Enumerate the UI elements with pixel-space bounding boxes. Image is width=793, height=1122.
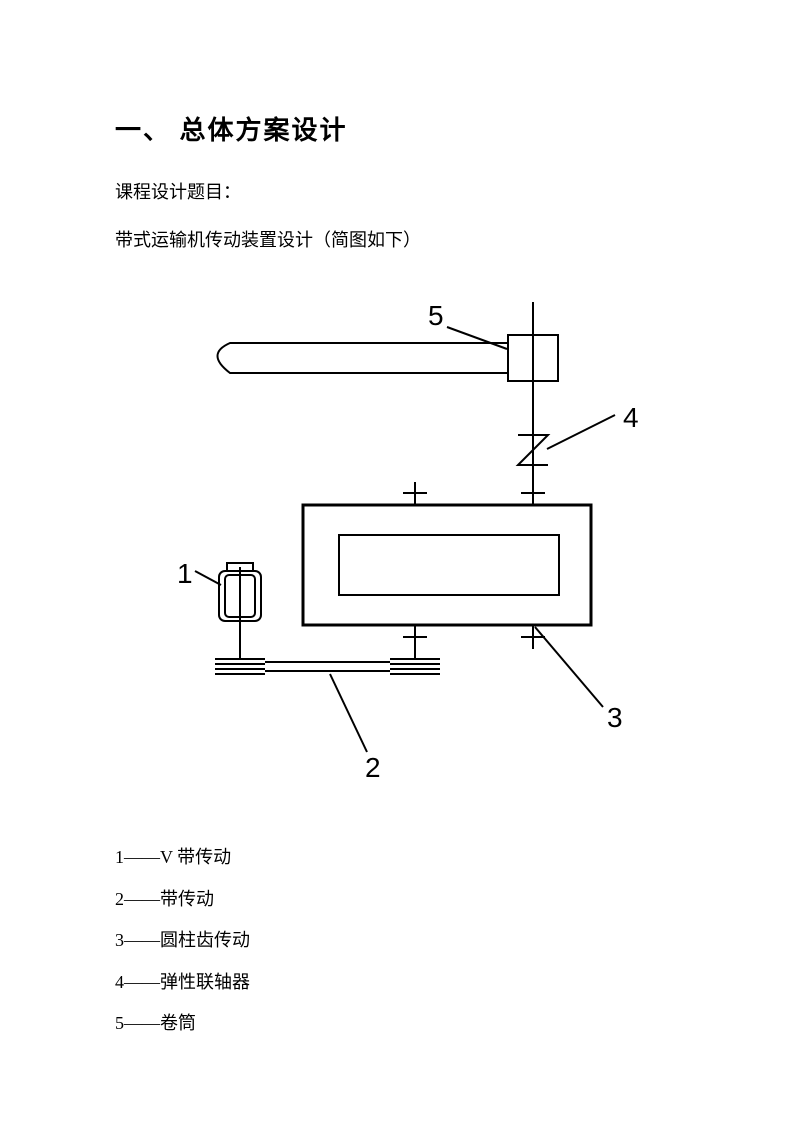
legend-item: 4——弹性联轴器: [115, 962, 678, 1003]
diagram-label-2: 2: [365, 752, 381, 783]
diagram-label-4: 4: [623, 402, 639, 433]
subtitle-description: 带式运输机传动装置设计（简图如下）: [115, 223, 678, 257]
diagram-label-5: 5: [428, 300, 444, 331]
diagram-label-1: 1: [177, 558, 193, 589]
diagram-label-3: 3: [607, 702, 623, 733]
legend: 1——V 带传动 2——带传动 3——圆柱齿传动 4——弹性联轴器 5——卷筒: [115, 837, 678, 1044]
subtitle-label: 课程设计题目：: [115, 175, 678, 209]
diagram-container: 5 4 3 1: [135, 287, 678, 797]
transmission-diagram: 5 4 3 1: [135, 287, 665, 797]
legend-item: 2——带传动: [115, 879, 678, 920]
page-title: 一、 总体方案设计: [115, 110, 678, 147]
legend-item: 5——卷筒: [115, 1003, 678, 1044]
legend-item: 1——V 带传动: [115, 837, 678, 878]
legend-item: 3——圆柱齿传动: [115, 920, 678, 961]
